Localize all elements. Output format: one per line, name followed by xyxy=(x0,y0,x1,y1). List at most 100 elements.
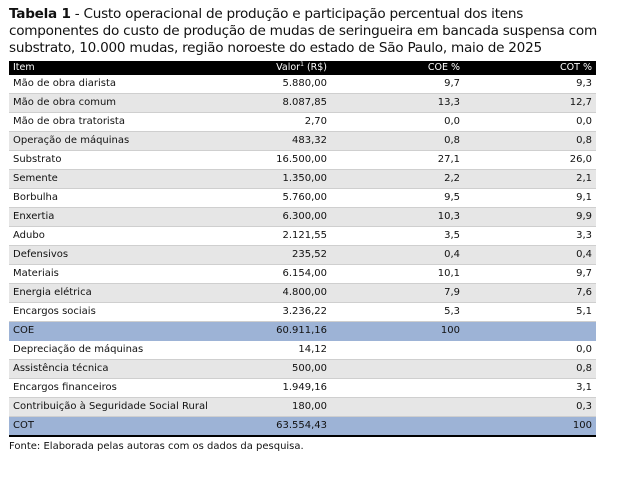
cell-cot xyxy=(464,321,596,341)
cell-item: Encargos sociais xyxy=(9,302,179,322)
cell-valor: 483,32 xyxy=(179,131,331,151)
cell-coe: 13,3 xyxy=(331,93,464,113)
cell-cot: 0,4 xyxy=(464,245,596,265)
table-row: Mão de obra comum 8.087,85 13,3 12,7 xyxy=(9,93,596,113)
cell-cot: 0,3 xyxy=(464,397,596,417)
cell-cot: 26,0 xyxy=(464,150,596,170)
table-row: Contribuição à Seguridade Social Rural 18… xyxy=(9,397,596,417)
cell-item: Depreciação de máquinas xyxy=(9,340,179,360)
cell-item: Mão de obra comum xyxy=(9,93,179,113)
cell-coe: 9,5 xyxy=(331,188,464,208)
table-row: Borbulha 5.760,00 9,5 9,1 xyxy=(9,188,596,208)
cell-valor: 8.087,85 xyxy=(179,93,331,113)
coe-total-row: COE 60.911,16 100 xyxy=(9,321,596,341)
cell-coe: 7,9 xyxy=(331,283,464,303)
table-title: Tabela 1 - Custo operacional de produção… xyxy=(9,6,609,57)
cell-valor: 235,52 xyxy=(179,245,331,265)
table-row: Materiais 6.154,00 10,1 9,7 xyxy=(9,264,596,284)
cell-cot: 3,1 xyxy=(464,378,596,398)
cell-cot: 0,8 xyxy=(464,131,596,151)
cell-item: COE xyxy=(9,321,179,341)
cell-coe: 27,1 xyxy=(331,150,464,170)
cell-item: Enxertia xyxy=(9,207,179,227)
cell-item: Operação de máquinas xyxy=(9,131,179,151)
cell-coe: 3,5 xyxy=(331,226,464,246)
cell-item: Mão de obra tratorista xyxy=(9,112,179,132)
cell-valor: 3.236,22 xyxy=(179,302,331,322)
table-row: Semente 1.350,00 2,2 2,1 xyxy=(9,169,596,189)
cell-cot: 9,7 xyxy=(464,264,596,284)
cell-cot: 9,9 xyxy=(464,207,596,227)
cell-cot: 3,3 xyxy=(464,226,596,246)
cell-valor: 1.350,00 xyxy=(179,169,331,189)
cell-valor: 5.760,00 xyxy=(179,188,331,208)
table-row: Energia elétrica 4.800,00 7,9 7,6 xyxy=(9,283,596,303)
cell-item: Mão de obra diarista xyxy=(9,75,179,94)
cell-valor: 5.880,00 xyxy=(179,75,331,94)
cell-valor: 1.949,16 xyxy=(179,378,331,398)
table-row: Depreciação de máquinas 14,12 0,0 xyxy=(9,340,596,360)
cell-coe: 10,3 xyxy=(331,207,464,227)
cell-cot: 2,1 xyxy=(464,169,596,189)
header-valor: Valor1 (R$) xyxy=(179,61,331,75)
header-coe: COE % xyxy=(331,61,464,75)
cell-item: Defensivos xyxy=(9,245,179,265)
cot-total-row: COT 63.554,43 100 xyxy=(9,416,596,437)
cell-coe: 100 xyxy=(331,321,464,341)
cell-coe xyxy=(331,416,464,437)
cell-valor: 63.554,43 xyxy=(179,416,331,437)
cell-cot: 0,0 xyxy=(464,340,596,360)
cell-item: COT xyxy=(9,416,179,437)
cell-coe xyxy=(331,359,464,379)
cell-cot: 12,7 xyxy=(464,93,596,113)
cell-cot: 0,0 xyxy=(464,112,596,132)
cell-cot: 0,8 xyxy=(464,359,596,379)
table-source-note: Fonte: Elaborada pelas autoras com os da… xyxy=(9,441,304,452)
table-row: Encargos sociais 3.236,22 5,3 5,1 xyxy=(9,302,596,322)
table-row: Defensivos 235,52 0,4 0,4 xyxy=(9,245,596,265)
cell-item: Borbulha xyxy=(9,188,179,208)
cell-cot: 9,1 xyxy=(464,188,596,208)
cell-item: Contribuição à Seguridade Social Rural xyxy=(9,397,208,417)
cell-coe xyxy=(331,340,464,360)
cell-coe: 9,7 xyxy=(331,75,464,94)
cell-valor: 6.154,00 xyxy=(179,264,331,284)
cell-valor: 500,00 xyxy=(179,359,331,379)
cell-valor: 6.300,00 xyxy=(179,207,331,227)
table-row: Enxertia 6.300,00 10,3 9,9 xyxy=(9,207,596,227)
cost-table: Item Valor1 (R$) COE % COT % Mão de obra… xyxy=(9,61,596,437)
table-row: Assistência técnica 500,00 0,8 xyxy=(9,359,596,379)
cell-coe: 0,4 xyxy=(331,245,464,265)
cell-valor: 16.500,00 xyxy=(179,150,331,170)
cell-coe: 0,0 xyxy=(331,112,464,132)
header-valor-footnote: 1 xyxy=(300,60,304,68)
table-row: Operação de máquinas 483,32 0,8 0,8 xyxy=(9,131,596,151)
cell-item: Substrato xyxy=(9,150,179,170)
title-separator: - xyxy=(70,6,84,22)
cell-item: Assistência técnica xyxy=(9,359,179,379)
cell-valor: 4.800,00 xyxy=(179,283,331,303)
header-valor-unit: (R$) xyxy=(303,62,327,73)
cell-valor: 60.911,16 xyxy=(179,321,331,341)
header-cot: COT % xyxy=(464,61,596,75)
table-number: Tabela 1 xyxy=(9,6,71,22)
cell-coe: 10,1 xyxy=(331,264,464,284)
cell-cot: 5,1 xyxy=(464,302,596,322)
title-text: Custo operacional de produção e particip… xyxy=(9,6,597,56)
table-row: Mão de obra diarista 5.880,00 9,7 9,3 xyxy=(9,75,596,94)
cell-coe xyxy=(331,378,464,398)
cell-valor: 2,70 xyxy=(179,112,331,132)
cell-valor: 180,00 xyxy=(179,397,331,417)
cell-item: Materiais xyxy=(9,264,179,284)
table-row: Adubo 2.121,55 3,5 3,3 xyxy=(9,226,596,246)
cell-cot: 9,3 xyxy=(464,75,596,94)
cell-item: Adubo xyxy=(9,226,179,246)
table-row: Substrato 16.500,00 27,1 26,0 xyxy=(9,150,596,170)
cell-coe xyxy=(331,397,464,417)
header-valor-label: Valor xyxy=(276,62,301,73)
cell-cot: 100 xyxy=(464,416,596,437)
cell-item: Energia elétrica xyxy=(9,283,179,303)
cell-valor: 2.121,55 xyxy=(179,226,331,246)
table-header-row: Item Valor1 (R$) COE % COT % xyxy=(9,61,596,75)
table-row: Encargos financeiros 1.949,16 3,1 xyxy=(9,378,596,398)
